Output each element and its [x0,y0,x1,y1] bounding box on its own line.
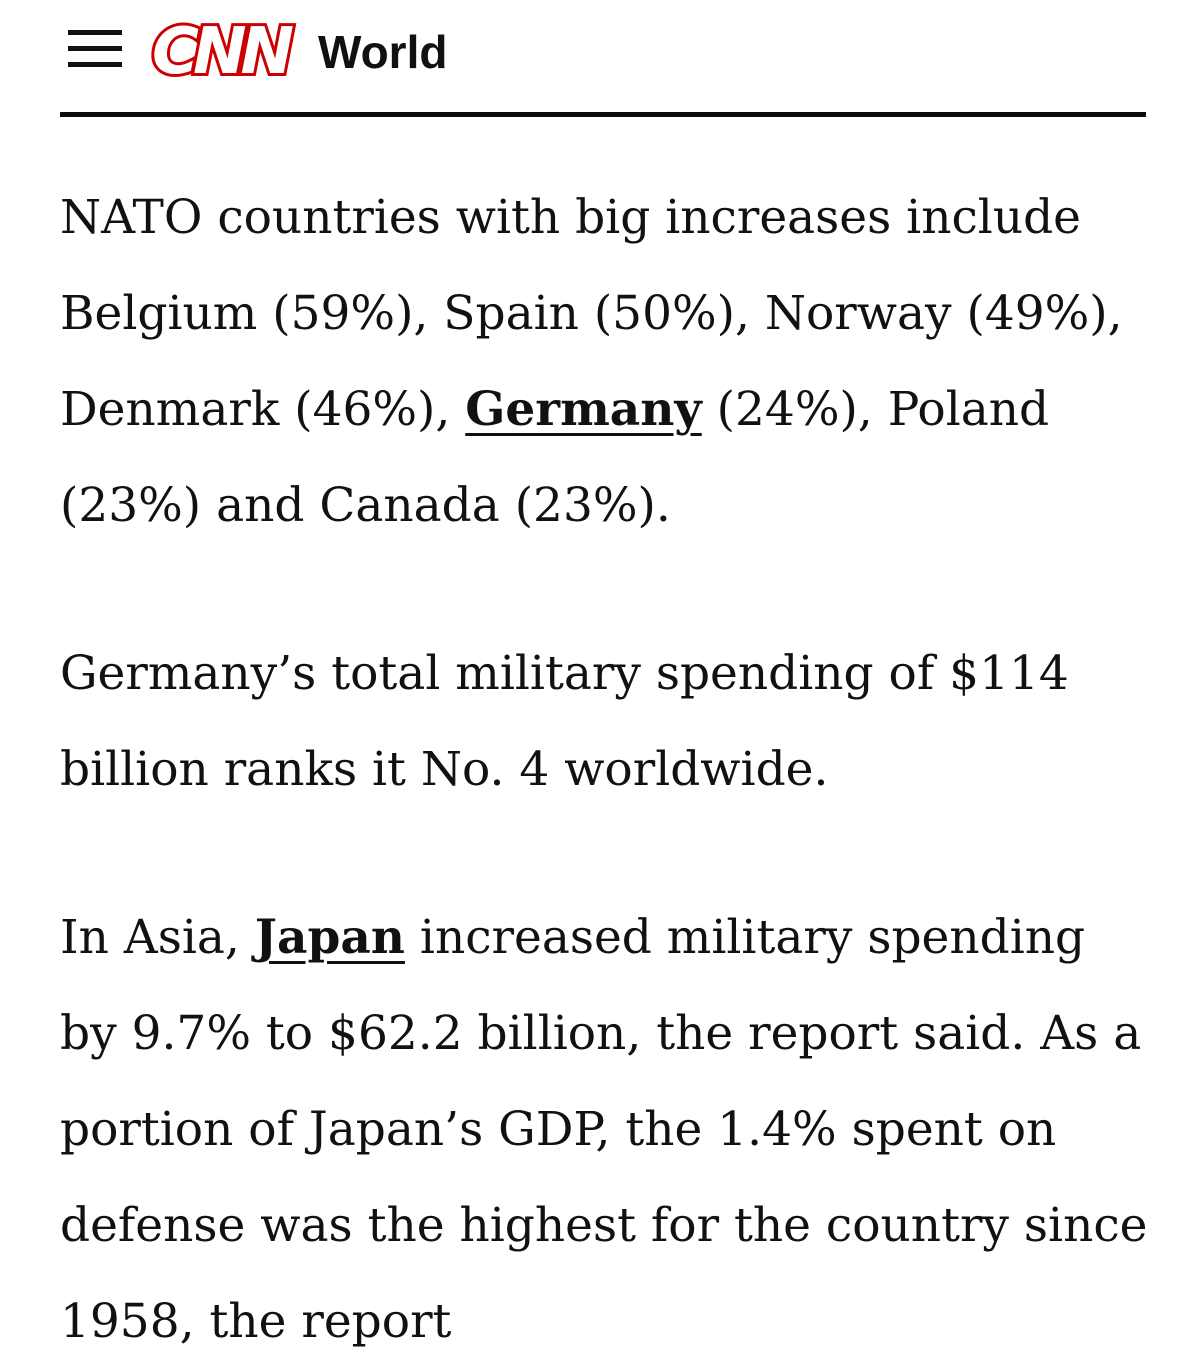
text-run: In Asia, [60,910,255,965]
menu-button[interactable] [68,28,124,70]
article-body: NATO countries with big increases includ… [60,117,1150,1370]
text-run: Germany’s total military spending of $11… [60,646,1069,797]
text-run: increased military spending by 9.7% to $… [60,910,1148,1349]
logo[interactable]: CNN [149,12,297,92]
header: CNN World [0,0,1196,118]
link[interactable]: Japan [254,910,405,965]
paragraph: In Asia, Japan increased military spendi… [60,890,1150,1370]
link[interactable]: Germany [465,382,702,437]
paragraph: Germany’s total military spending of $11… [60,626,1150,818]
section-title[interactable]: World [318,26,448,78]
paragraph: NATO countries with big increases includ… [60,170,1150,554]
text-run: (24%), Poland (23%) and Canada (23%). [60,382,1050,533]
header-rule [60,112,1146,117]
text-run: NATO countries with big increases includ… [60,190,1123,437]
